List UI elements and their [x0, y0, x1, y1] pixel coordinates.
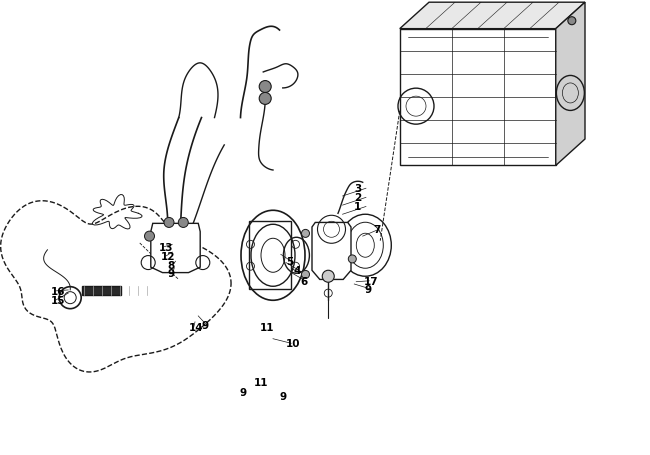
Text: 12: 12: [161, 251, 176, 261]
Text: 2: 2: [354, 193, 361, 203]
Text: 9: 9: [364, 284, 371, 294]
Text: 11: 11: [254, 377, 268, 387]
Text: 15: 15: [51, 295, 65, 305]
Circle shape: [259, 93, 271, 105]
Polygon shape: [151, 224, 200, 273]
Text: 9: 9: [168, 268, 175, 278]
Text: 17: 17: [364, 276, 379, 286]
Text: 13: 13: [159, 242, 174, 252]
Polygon shape: [400, 3, 585, 30]
Text: 9: 9: [239, 387, 246, 397]
Text: 14: 14: [188, 323, 203, 333]
Polygon shape: [82, 287, 121, 296]
Text: 10: 10: [286, 339, 300, 349]
Text: 3: 3: [354, 184, 361, 194]
Circle shape: [302, 271, 309, 279]
Text: 9: 9: [280, 391, 287, 401]
Circle shape: [164, 218, 174, 228]
Text: 8: 8: [168, 260, 175, 270]
Circle shape: [322, 271, 334, 283]
Text: 1: 1: [354, 202, 361, 212]
Circle shape: [348, 255, 356, 263]
Polygon shape: [249, 222, 291, 290]
Text: 6: 6: [300, 276, 307, 286]
Text: 5: 5: [286, 257, 293, 267]
Text: 11: 11: [260, 323, 274, 333]
Polygon shape: [400, 30, 556, 166]
Circle shape: [259, 81, 271, 93]
Circle shape: [144, 232, 155, 242]
Polygon shape: [556, 3, 585, 166]
Circle shape: [178, 218, 188, 228]
Text: 4: 4: [294, 266, 301, 276]
Polygon shape: [312, 223, 351, 280]
Circle shape: [302, 230, 309, 238]
Circle shape: [568, 18, 576, 25]
Text: 9: 9: [202, 320, 209, 330]
Text: 16: 16: [51, 286, 65, 296]
Text: 7: 7: [374, 225, 381, 235]
